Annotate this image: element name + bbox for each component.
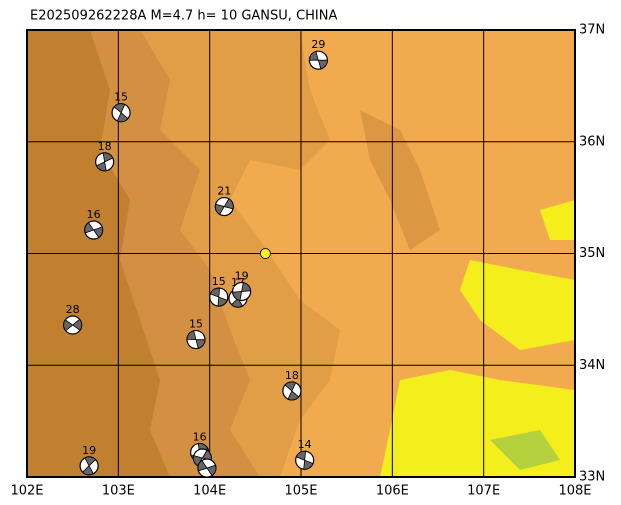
beachball-compression [214,198,234,215]
depth-label: 15 [212,275,226,288]
depth-label: 15 [189,318,203,331]
focal-mechanism [282,381,302,401]
depth-label: 21 [217,185,231,198]
x-tick-label: 105E [284,484,317,499]
focal-mechanism [295,450,315,470]
depth-label: 28 [66,303,80,316]
focal-mechanism [209,287,229,307]
focal-mechanism [308,50,328,70]
beachball-compression [84,222,104,238]
depth-label: 18 [98,140,112,153]
beachball-compression [232,282,252,301]
depth-label: 19 [82,444,96,457]
beachball-compression [82,456,97,476]
beachball-compression [209,287,228,307]
focal-mechanism [232,281,252,302]
y-tick-label: 33N [579,470,605,485]
focal-mechanism [79,456,99,476]
depth-label: 14 [298,438,312,451]
depth-label: 29 [311,38,325,51]
beachball-compression [197,460,217,477]
x-tick-label: 107E [467,484,500,499]
beachball-compression [284,381,300,401]
epicenter [259,248,271,259]
beachball-compression [308,51,328,70]
depth-label: 16 [87,208,101,221]
focal-mechanism [84,220,104,240]
focal-mechanism [186,329,206,350]
x-tick-label: 102E [10,484,43,499]
depth-label: 16 [193,430,207,443]
x-tick-label: 108E [558,484,591,499]
focal-mechanism [111,103,131,123]
x-tick-label: 104E [193,484,226,499]
focal-mechanism [197,458,217,478]
focal-mechanism [63,315,83,335]
x-tick-label: 103E [102,484,135,499]
y-tick-label: 34N [579,358,605,373]
beachball-compression [186,330,206,349]
beachball-compression [295,450,314,470]
y-tick-label: 35N [579,246,605,261]
depth-label: 19 [235,269,249,282]
depth-label: 15 [114,91,128,104]
beachball-compression [113,103,129,123]
beachball-compression [63,318,83,332]
beachball-compression [95,152,114,172]
focal-mechanism [214,196,234,217]
y-tick-label: 37N [579,23,605,38]
map-title: E202509262228A M=4.7 h= 10 GANSU, CHINA [30,9,337,24]
y-tick-label: 36N [579,134,605,149]
depth-label: 18 [285,369,299,382]
focal-mechanism [95,152,115,172]
x-tick-label: 106E [376,484,409,499]
